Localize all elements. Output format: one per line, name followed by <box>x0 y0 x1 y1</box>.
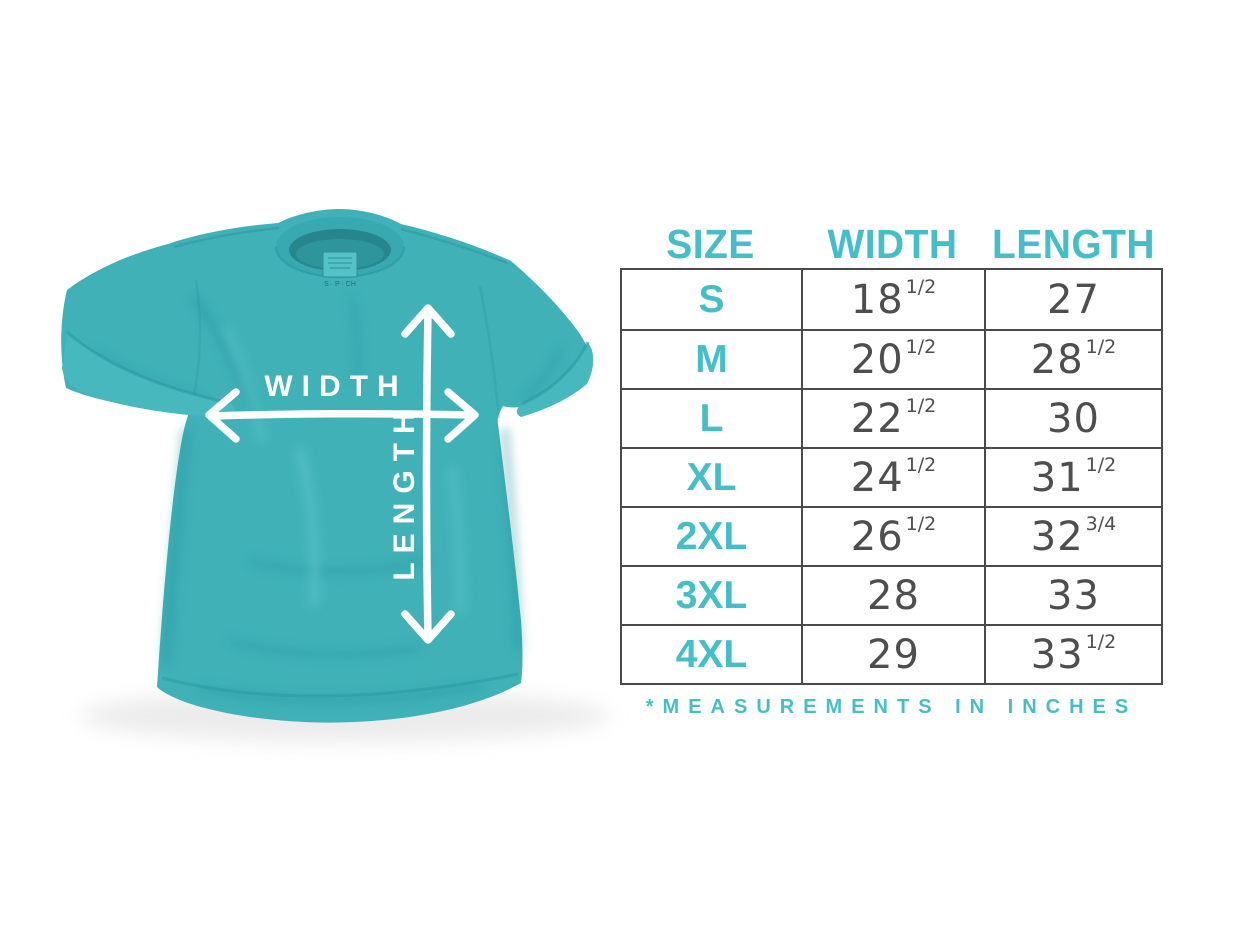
width-value: 26 <box>850 513 904 560</box>
width-fraction: 1/2 <box>905 395 937 417</box>
length-value: 32 <box>1030 513 1084 560</box>
length-arrow-line <box>422 308 432 640</box>
width-value: 22 <box>850 395 904 442</box>
size-label: 2XL <box>675 515 748 558</box>
size-label: L <box>699 397 724 440</box>
length-arrow-label: LENGTH <box>388 403 421 580</box>
width-value: 18 <box>850 276 904 323</box>
width-fraction: 1/2 <box>905 454 937 476</box>
tshirt-svg: S · P · CH WIDTH LENGTH <box>61 209 610 742</box>
width-cell: 29 <box>801 626 984 683</box>
length-fraction: 1/2 <box>1085 631 1117 653</box>
size-label: XL <box>686 456 737 499</box>
width-value: 28 <box>867 572 920 619</box>
length-value: 28 <box>1030 336 1084 383</box>
table-row: S 18 1/2 27 <box>622 270 1161 329</box>
hem-stitch <box>161 672 519 698</box>
length-fraction: 1/2 <box>1085 336 1117 358</box>
width-cell: 22 1/2 <box>801 390 984 447</box>
length-cell: 32 3/4 <box>984 508 1161 565</box>
tshirt-photo: S · P · CH WIDTH LENGTH <box>30 140 640 820</box>
measurements-footnote: *MEASUREMENTS IN INCHES <box>645 696 1138 718</box>
table-row: 2XL 26 1/2 32 3/4 <box>622 506 1161 565</box>
width-arrow-head-left <box>205 388 240 443</box>
width-cell: 28 <box>801 567 984 624</box>
header-width: WIDTH <box>827 221 958 267</box>
size-label: S <box>698 278 725 321</box>
size-cell: M <box>622 331 801 388</box>
table-row: XL 24 1/2 31 1/2 <box>622 447 1161 506</box>
length-fraction: 3/4 <box>1085 513 1117 535</box>
width-cell: 24 1/2 <box>801 449 984 506</box>
shirt-highlights <box>222 326 465 615</box>
width-arrow-line <box>208 409 476 420</box>
size-label: 4XL <box>675 633 748 676</box>
width-arrow-label: WIDTH <box>264 370 407 403</box>
size-cell: 4XL <box>622 626 801 683</box>
size-cell: 2XL <box>622 508 801 565</box>
length-value: 33 <box>1030 631 1084 678</box>
size-chart-header: SIZE WIDTH LENGTH <box>620 218 1163 268</box>
header-size: SIZE <box>666 221 755 267</box>
length-cell: 28 1/2 <box>984 331 1161 388</box>
length-arrow-head-top <box>401 304 455 338</box>
width-value: 29 <box>867 631 920 678</box>
size-cell: XL <box>622 449 801 506</box>
size-label: M <box>695 338 728 381</box>
sleeve-cuffs <box>62 330 594 418</box>
width-fraction: 1/2 <box>905 513 937 535</box>
width-fraction: 1/2 <box>905 336 937 358</box>
length-arrow-head-bottom <box>401 610 455 644</box>
size-cell: S <box>622 270 801 329</box>
size-table-body: S 18 1/2 27 M 20 1/2 28 1/2 L 22 1/2 <box>620 268 1163 685</box>
size-cell: 3XL <box>622 567 801 624</box>
width-cell: 18 1/2 <box>801 270 984 329</box>
width-cell: 20 1/2 <box>801 331 984 388</box>
table-row: 4XL 29 33 1/2 <box>622 624 1161 683</box>
size-label: 3XL <box>675 574 748 617</box>
size-chart: SIZE WIDTH LENGTH S 18 1/2 27 M 20 1/2 2… <box>620 218 1163 719</box>
length-value: 31 <box>1030 454 1084 501</box>
table-row: M 20 1/2 28 1/2 <box>622 329 1161 388</box>
table-row: L 22 1/2 30 <box>622 388 1161 447</box>
length-fraction: 1/2 <box>1085 454 1117 476</box>
width-fraction: 1/2 <box>905 276 937 298</box>
size-cell: L <box>622 390 801 447</box>
size-tag-text: S · P · CH <box>324 281 356 288</box>
width-value: 20 <box>850 336 904 383</box>
table-row: 3XL 28 33 <box>622 565 1161 624</box>
width-arrow-head-right <box>444 388 479 443</box>
width-cell: 26 1/2 <box>801 508 984 565</box>
length-cell: 33 1/2 <box>984 626 1161 683</box>
length-cell: 30 <box>984 390 1161 447</box>
header-length: LENGTH <box>992 221 1155 267</box>
length-value: 27 <box>1047 276 1100 323</box>
length-cell: 31 1/2 <box>984 449 1161 506</box>
size-tag: S · P · CH <box>322 251 358 288</box>
length-cell: 33 <box>984 567 1161 624</box>
length-cell: 27 <box>984 270 1161 329</box>
width-value: 24 <box>850 454 904 501</box>
measure-arrows <box>205 304 479 644</box>
length-value: 33 <box>1047 572 1100 619</box>
length-value: 30 <box>1047 395 1100 442</box>
